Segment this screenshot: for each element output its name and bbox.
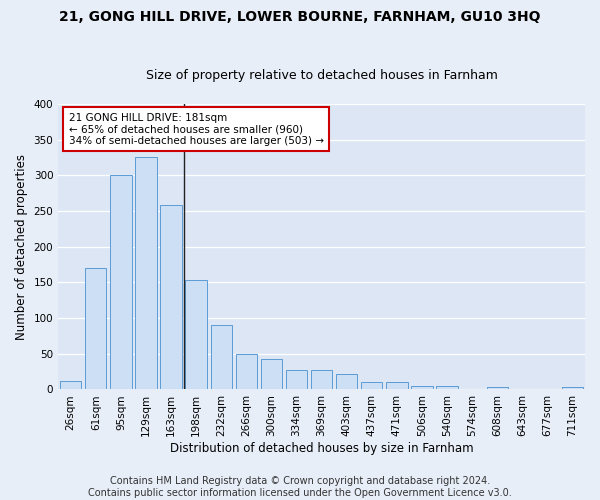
Y-axis label: Number of detached properties: Number of detached properties [15, 154, 28, 340]
Bar [386, 382, 407, 390]
Bar [136, 157, 157, 390]
Bar [436, 386, 458, 390]
Bar [110, 174, 131, 390]
Bar [211, 324, 232, 390]
Bar [286, 370, 307, 390]
Bar [336, 374, 358, 390]
Bar [160, 204, 182, 390]
Text: 21 GONG HILL DRIVE: 181sqm
← 65% of detached houses are smaller (960)
34% of sem: 21 GONG HILL DRIVE: 181sqm ← 65% of deta… [69, 112, 324, 146]
Text: Contains HM Land Registry data © Crown copyright and database right 2024.
Contai: Contains HM Land Registry data © Crown c… [88, 476, 512, 498]
X-axis label: Distribution of detached houses by size in Farnham: Distribution of detached houses by size … [170, 442, 473, 455]
Bar [261, 359, 282, 390]
Bar [85, 268, 106, 390]
Bar [411, 386, 433, 390]
Bar [487, 388, 508, 390]
Bar [311, 370, 332, 390]
Text: 21, GONG HILL DRIVE, LOWER BOURNE, FARNHAM, GU10 3HQ: 21, GONG HILL DRIVE, LOWER BOURNE, FARNH… [59, 10, 541, 24]
Title: Size of property relative to detached houses in Farnham: Size of property relative to detached ho… [146, 69, 497, 82]
Bar [60, 381, 82, 390]
Bar [185, 280, 207, 390]
Bar [236, 354, 257, 390]
Bar [361, 382, 382, 390]
Bar [562, 388, 583, 390]
